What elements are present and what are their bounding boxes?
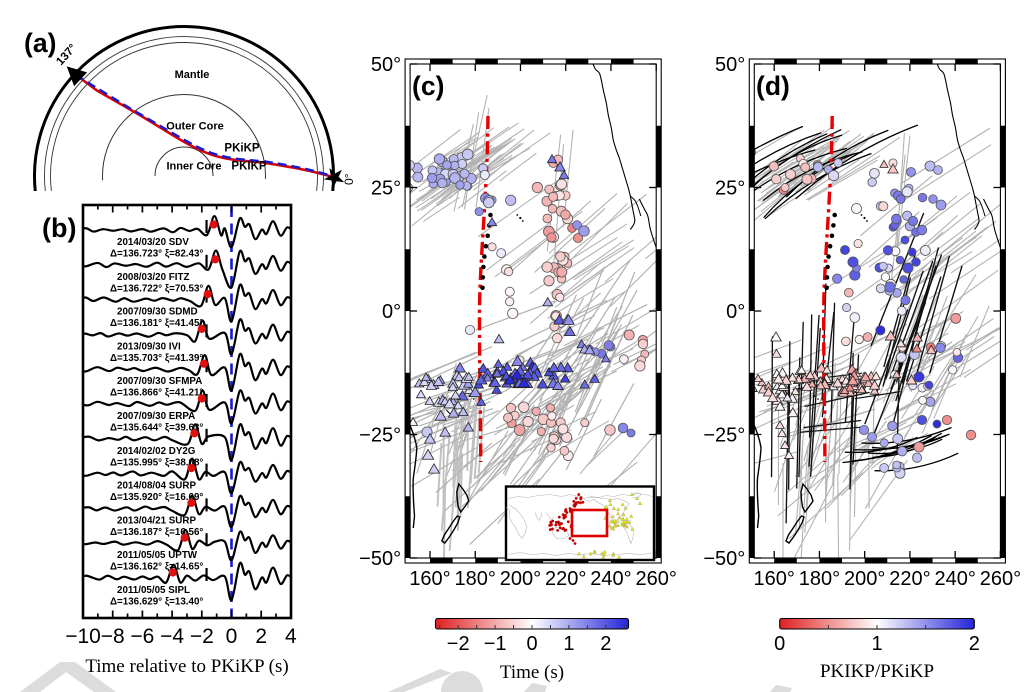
svg-text:Δ=136.187° ξ=16.56°: Δ=136.187° ξ=16.56° — [110, 527, 203, 538]
svg-text:25°: 25° — [371, 178, 401, 200]
svg-text:50°: 50° — [715, 54, 745, 76]
svg-text:0: 0 — [226, 625, 238, 648]
svg-text:−25°: −25° — [359, 425, 401, 447]
svg-text:2007/09/30 SFMPA: 2007/09/30 SFMPA — [117, 376, 202, 387]
svg-text:(d): (d) — [756, 71, 790, 101]
svg-text:(c): (c) — [412, 71, 444, 101]
svg-text:Time (s): Time (s) — [500, 662, 564, 683]
svg-text:2: 2 — [600, 633, 611, 655]
svg-text:240°: 240° — [934, 568, 975, 590]
svg-text:2008/03/20 FITZ: 2008/03/20 FITZ — [117, 272, 189, 283]
svg-text:−1: −1 — [484, 633, 507, 655]
svg-text:Δ=136.866° ξ=41.21°: Δ=136.866° ξ=41.21° — [110, 388, 203, 399]
svg-text:−50°: −50° — [359, 548, 401, 570]
svg-text:Δ=135.995° ξ=38.08°: Δ=135.995° ξ=38.08° — [110, 457, 203, 468]
svg-text:200°: 200° — [844, 568, 885, 590]
svg-text:137°: 137° — [54, 42, 79, 68]
svg-text:−25°: −25° — [703, 425, 745, 447]
svg-text:180°: 180° — [799, 568, 840, 590]
svg-text:−50°: −50° — [703, 548, 745, 570]
svg-text:−6: −6 — [130, 625, 154, 648]
svg-text:2: 2 — [969, 633, 980, 655]
svg-text:0°: 0° — [726, 301, 745, 323]
svg-text:(b): (b) — [42, 213, 76, 243]
svg-text:Δ=136.162° ξ=14.65°: Δ=136.162° ξ=14.65° — [110, 562, 203, 573]
svg-text:50°: 50° — [371, 54, 401, 76]
svg-text:PKiKP: PKiKP — [224, 143, 259, 155]
svg-text:−2: −2 — [190, 625, 214, 648]
svg-text:2011/05/05 UPTW: 2011/05/05 UPTW — [117, 550, 198, 561]
svg-text:0: 0 — [774, 633, 785, 655]
svg-text:200°: 200° — [500, 568, 541, 590]
svg-text:2007/09/30 ERPA: 2007/09/30 ERPA — [117, 411, 195, 422]
svg-text:Δ=136.181° ξ=41.45°: Δ=136.181° ξ=41.45° — [110, 318, 203, 329]
svg-text:2014/03/20 SDV: 2014/03/20 SDV — [117, 237, 189, 248]
svg-text:Δ=135.920° ξ=16.69°: Δ=135.920° ξ=16.69° — [110, 492, 203, 503]
svg-text:180°: 180° — [455, 568, 496, 590]
svg-text:2: 2 — [255, 625, 267, 648]
svg-text:2013/04/21 SURP: 2013/04/21 SURP — [117, 515, 196, 526]
svg-text:2007/09/30 SDMD: 2007/09/30 SDMD — [117, 307, 198, 318]
svg-text:240°: 240° — [590, 568, 631, 590]
svg-text:Time relative to PKiKP (s): Time relative to PKiKP (s) — [85, 656, 288, 677]
svg-text:0°: 0° — [342, 173, 356, 185]
svg-text:PKIKP/PKiKP: PKIKP/PKiKP — [820, 661, 934, 682]
svg-text:260°: 260° — [980, 568, 1021, 590]
svg-text:220°: 220° — [545, 568, 586, 590]
svg-text:2014/08/04 SURP: 2014/08/04 SURP — [117, 481, 196, 492]
svg-text:PKIKP: PKIKP — [231, 161, 266, 173]
svg-text:2013/09/30 IVI: 2013/09/30 IVI — [117, 341, 181, 352]
svg-text:Δ=136.723° ξ=82.43°: Δ=136.723° ξ=82.43° — [110, 249, 203, 260]
svg-text:160°: 160° — [409, 568, 450, 590]
svg-text:Δ=136.629° ξ=13.40°: Δ=136.629° ξ=13.40° — [110, 597, 203, 608]
svg-text:Δ=135.703° ξ=41.39°: Δ=135.703° ξ=41.39° — [110, 353, 203, 364]
svg-text:2014/02/02 DY2G: 2014/02/02 DY2G — [117, 446, 196, 457]
svg-text:25°: 25° — [715, 178, 745, 200]
svg-text:−4: −4 — [160, 625, 184, 648]
svg-text:160°: 160° — [754, 568, 795, 590]
svg-text:−8: −8 — [101, 625, 125, 648]
svg-text:1: 1 — [871, 633, 882, 655]
svg-text:−10: −10 — [65, 625, 101, 648]
svg-text:0: 0 — [526, 633, 537, 655]
svg-text:Mantle: Mantle — [175, 69, 210, 81]
svg-text:Inner Core: Inner Core — [166, 161, 221, 173]
svg-text:Δ=136.722° ξ=70.53°: Δ=136.722° ξ=70.53° — [110, 283, 203, 294]
svg-text:Outer Core: Outer Core — [166, 121, 223, 133]
svg-text:−2: −2 — [447, 633, 470, 655]
svg-text:(a): (a) — [24, 28, 56, 58]
svg-text:4: 4 — [285, 625, 297, 648]
svg-text:2011/05/05 SIPL: 2011/05/05 SIPL — [117, 585, 190, 596]
svg-text:Δ=135.644° ξ=39.63°: Δ=135.644° ξ=39.63° — [110, 423, 203, 434]
svg-text:1: 1 — [563, 633, 574, 655]
svg-text:0°: 0° — [382, 301, 401, 323]
svg-text:260°: 260° — [636, 568, 677, 590]
svg-text:220°: 220° — [889, 568, 930, 590]
